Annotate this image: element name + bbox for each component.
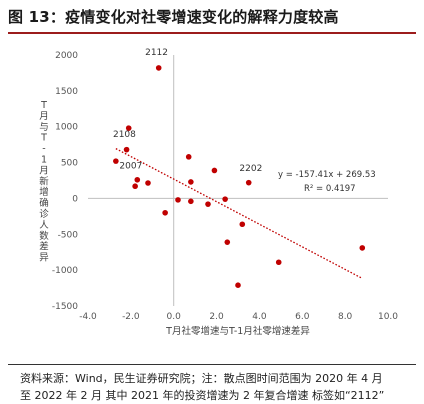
source-line-2: 至 2022 年 2 月 其中 2021 年的投资增速为 2 年复合增速 标签如… — [20, 389, 385, 402]
x-tick-label: 10.0 — [378, 312, 398, 322]
y-axis-label: T 月与 T -1 月新增确诊人数差异 — [39, 100, 49, 264]
y-tick-label: -500 — [58, 230, 79, 240]
data-point — [134, 176, 141, 183]
data-point — [211, 167, 218, 174]
x-tick-label: 8.0 — [338, 312, 353, 322]
point-annotation: 2202 — [239, 164, 262, 174]
y-tick-label: 500 — [61, 159, 78, 169]
trendline-r2: R² = 0.4197 — [304, 184, 356, 194]
x-tick-label: 6.0 — [295, 312, 310, 322]
data-point — [224, 239, 231, 245]
data-point — [155, 65, 162, 71]
source-note: 资料来源：Wind，民生证券研究院；注：散点图时间范围为 2020 年 4 月 … — [20, 370, 420, 404]
x-tick-label: 4.0 — [252, 312, 267, 322]
data-point — [185, 154, 192, 160]
y-tick-label: 2000 — [55, 51, 78, 61]
data-point — [205, 201, 211, 207]
point-annotation: 2108 — [113, 130, 136, 140]
point-annotation: 2007 — [119, 161, 142, 171]
data-point — [175, 197, 181, 203]
scatter-chart: 2000 1500 1000 500 0 -500 -1000 -1500-4.0 -2.0 0.… — [39, 48, 398, 337]
data-point — [123, 146, 130, 153]
data-point — [188, 179, 194, 185]
data-point — [275, 259, 282, 266]
source-line-1: 资料来源：Wind，民生证券研究院；注：散点图时间范围为 2020 年 4 月 — [20, 372, 383, 385]
data-point — [359, 245, 366, 251]
source-rule — [8, 364, 416, 365]
trendline-equation: y = -157.41x + 269.53 — [278, 170, 376, 180]
data-point — [162, 209, 168, 216]
data-point — [125, 125, 132, 131]
data-point — [222, 196, 228, 202]
y-tick-label: 1500 — [55, 87, 78, 97]
data-point — [239, 221, 246, 228]
chart-title: 图 13：疫情变化对社零增速变化的解释力度较高 — [8, 8, 339, 26]
y-tick-label: 0 — [72, 194, 78, 204]
x-tick-label: -2.0 — [122, 312, 140, 322]
data-point — [188, 198, 194, 205]
x-tick-label: 2.0 — [209, 312, 224, 322]
x-tick-label: -4.0 — [79, 312, 97, 322]
y-tick-label: -1000 — [52, 266, 78, 276]
data-point — [132, 183, 138, 190]
title-rule — [8, 32, 416, 34]
data-point — [245, 179, 252, 186]
data-point — [235, 282, 241, 289]
x-axis-label: T月社零增速与T-1月社零增速差异 — [165, 325, 310, 337]
y-tick-label: 1000 — [55, 123, 78, 133]
point-annotation: 2112 — [145, 48, 168, 58]
data-point — [145, 180, 151, 186]
y-tick-label: -1500 — [52, 302, 78, 312]
data-point — [113, 158, 119, 164]
x-tick-label: 0.0 — [167, 312, 182, 322]
trendline — [115, 148, 363, 280]
